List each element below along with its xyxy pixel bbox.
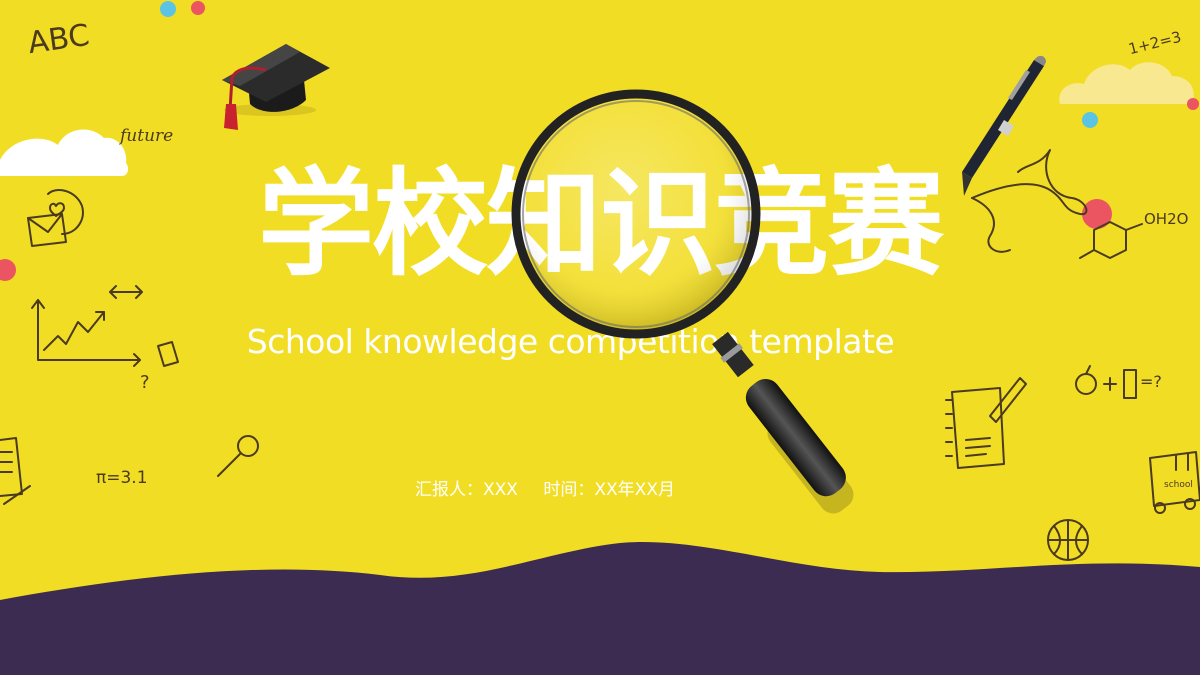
- formula-doodle: OH2O: [1144, 210, 1189, 228]
- presenter-info: 汇报人：XXX 时间：XX年XX月: [0, 475, 1090, 500]
- question-doodle: ?: [140, 372, 150, 393]
- bus-doodle-label: school: [1164, 480, 1193, 490]
- time-label: 时间：XX年XX月: [543, 480, 675, 500]
- future-doodle: future: [120, 126, 174, 146]
- equation-doodle: =?: [1140, 372, 1162, 391]
- reporter-label: 汇报人：XXX: [415, 480, 518, 500]
- page-subtitle: School knowledge competition template: [246, 322, 895, 361]
- pi-doodle: π=3.1: [96, 468, 148, 488]
